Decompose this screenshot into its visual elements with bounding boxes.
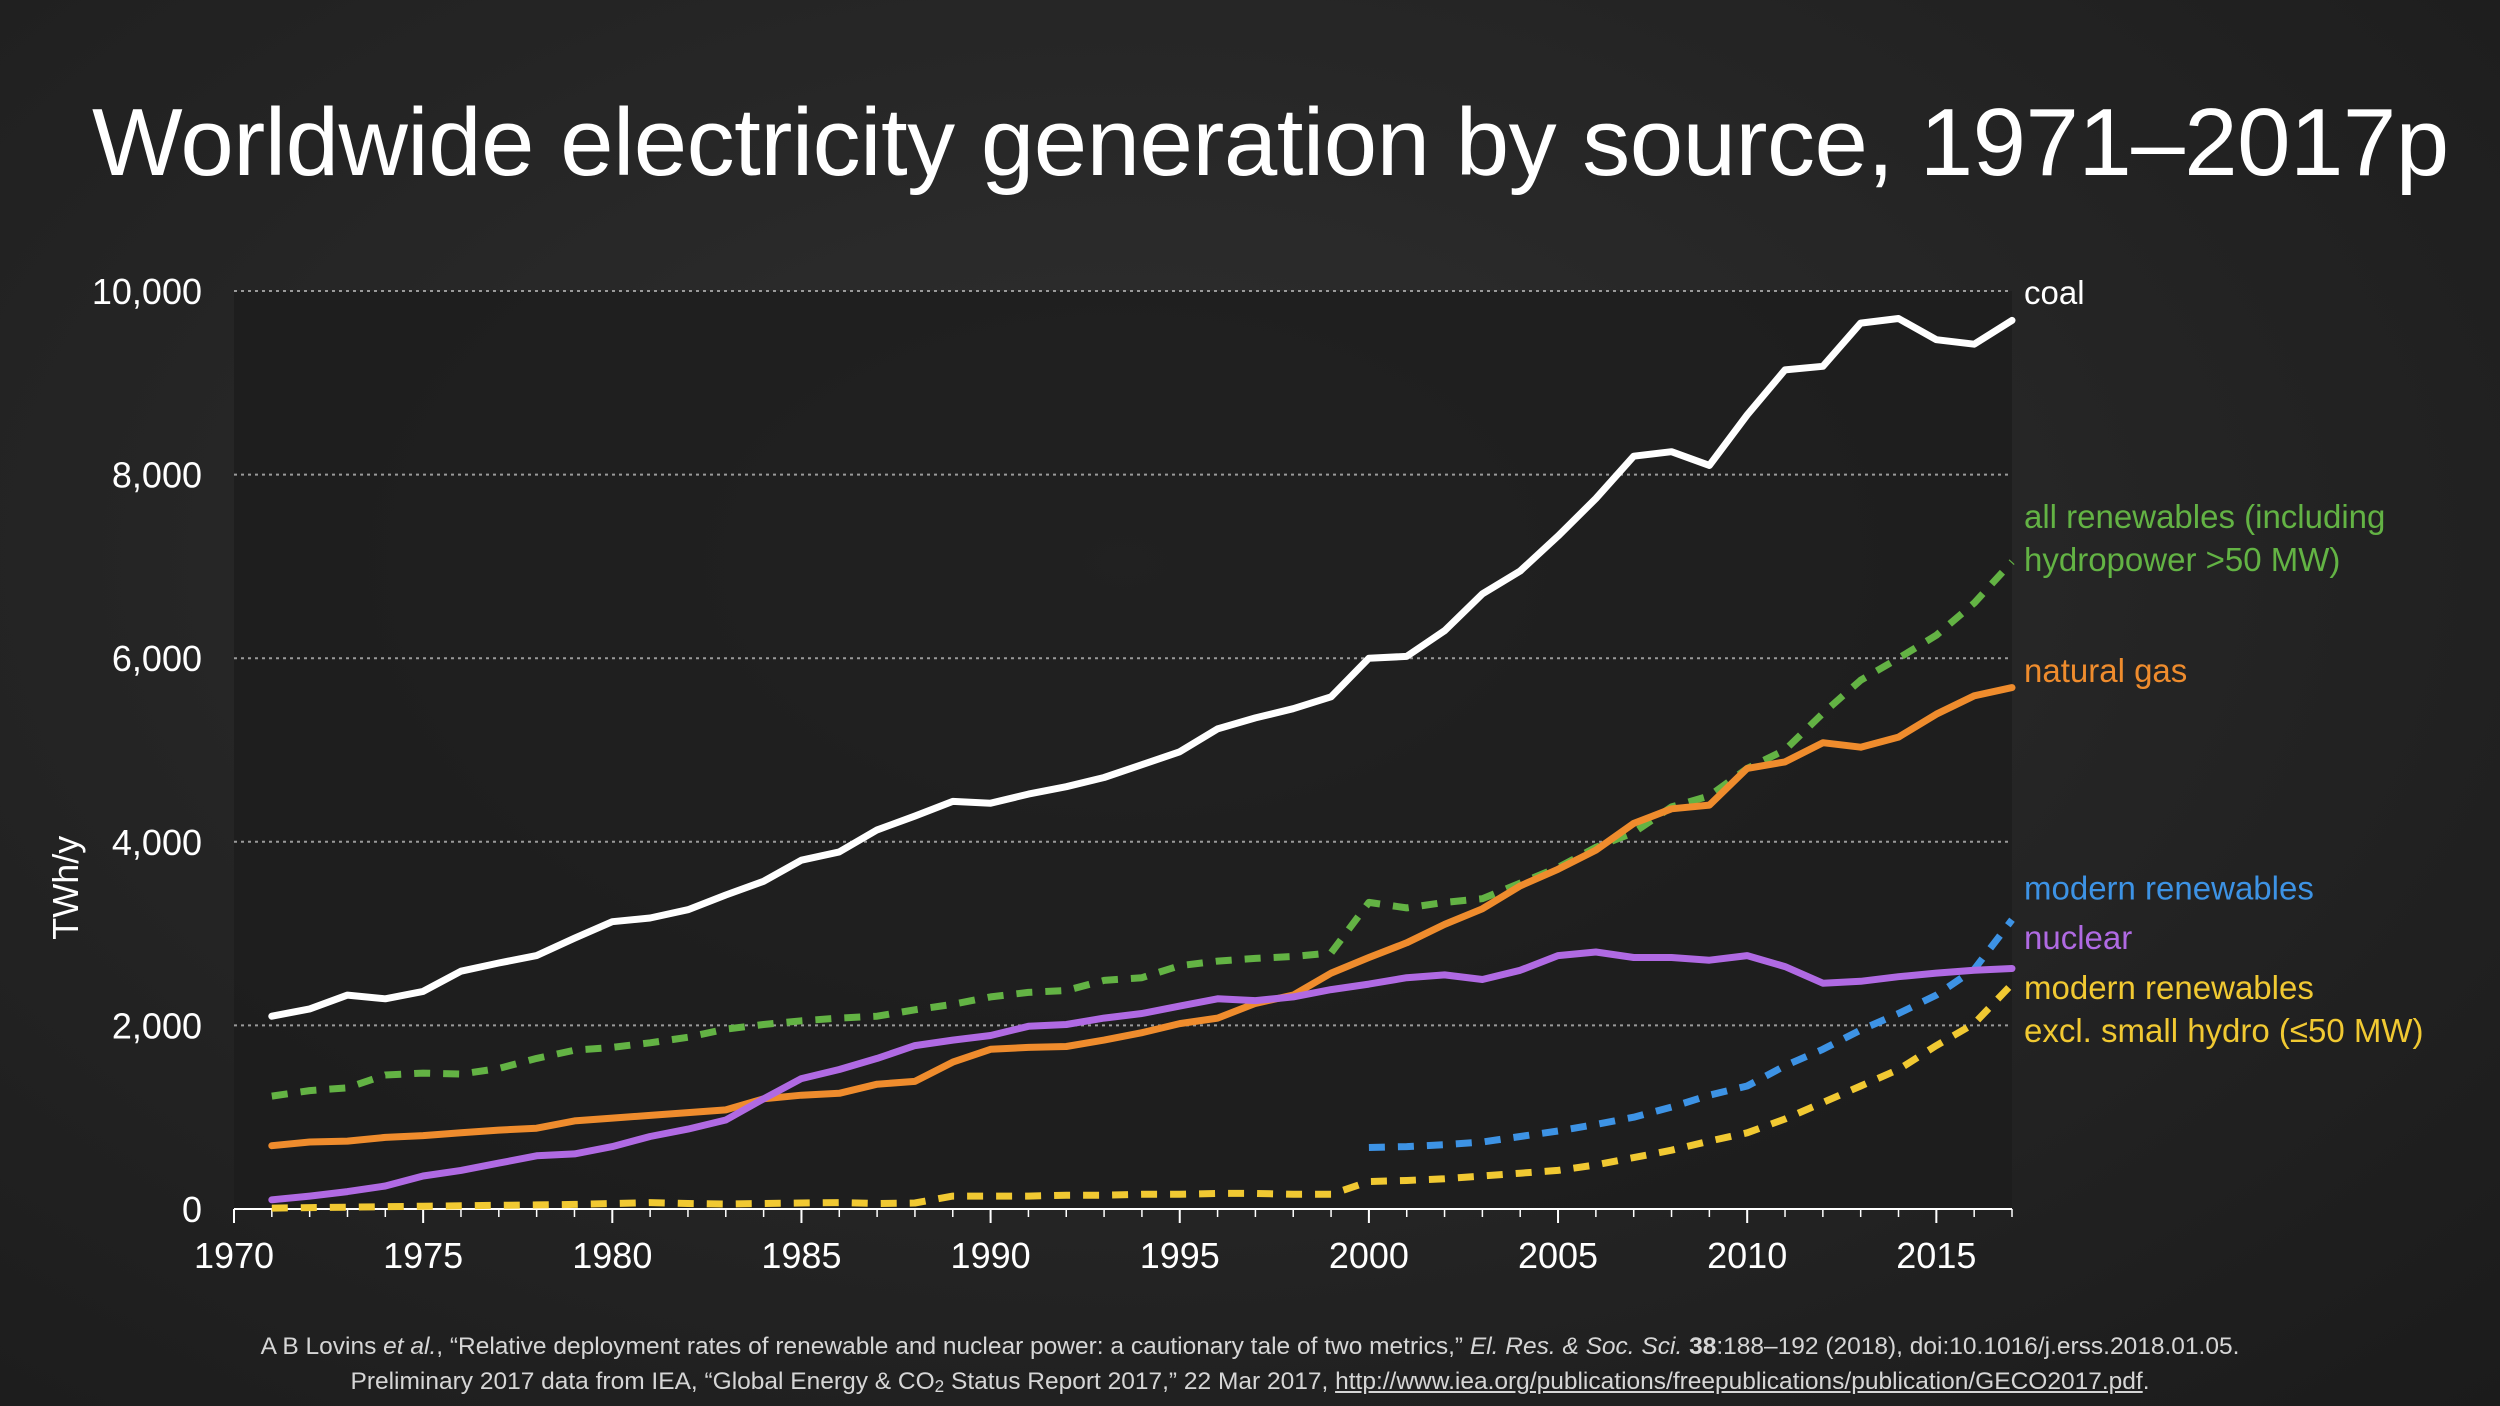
x-tick-label: 1980 — [572, 1235, 652, 1276]
series-line-natural-gas — [268, 684, 2016, 1150]
series-label-line: modern renewables — [2024, 870, 2314, 907]
y-tick-label: 10,000 — [92, 271, 202, 312]
series-label-line: all renewables (including — [2024, 498, 2385, 535]
citation-prefix: A B Lovins — [260, 1333, 384, 1360]
source-prefix: Preliminary 2017 data from IEA, “Global … — [350, 1368, 935, 1395]
y-tick-label: 0 — [182, 1189, 202, 1230]
y-tick-label: 6,000 — [112, 638, 202, 679]
series-line-modern-renewables — [1368, 917, 2015, 1151]
series-line-all-renewables — [271, 559, 2015, 1100]
series-label-modern-excl-small-hydro: modern renewables excl. small hydro (≤50 … — [2024, 969, 2424, 1049]
series-line-nuclear — [268, 948, 2016, 1204]
series-label-nuclear: nuclear — [2024, 919, 2132, 956]
citation-volume: 38 — [1689, 1333, 1717, 1360]
x-tick-label: 1975 — [383, 1235, 463, 1276]
source-link[interactable]: http://www.iea.org/publications/freepubl… — [1335, 1368, 2143, 1395]
citation-line-2: Preliminary 2017 data from IEA, “Global … — [0, 1368, 2500, 1397]
x-tick-label: 2005 — [1518, 1235, 1598, 1276]
citation-journal: El. Res. & Soc. Sci. — [1469, 1333, 1683, 1360]
y-tick-label: 4,000 — [112, 822, 202, 863]
x-tick-label: 1985 — [761, 1235, 841, 1276]
x-tick-label: 2015 — [1896, 1235, 1976, 1276]
series-label-modern-renewables: modern renewables — [2024, 870, 2314, 907]
page-title: Worldwide electricity generation by sour… — [92, 89, 2449, 196]
series-line-modern-excl-small-hydro — [271, 981, 2015, 1212]
citation-title: , “Relative deployment rates of renewabl… — [436, 1333, 1470, 1360]
x-tick-label: 2000 — [1329, 1235, 1409, 1276]
citation-pages: :188–192 (2018), doi:10.1016/j.erss.2018… — [1716, 1333, 2240, 1360]
source-subscript: 2 — [934, 1376, 945, 1396]
source-middle: Status Report 2017,” 22 Mar 2017, — [944, 1368, 1336, 1395]
series-label-line: hydropower >50 MW) — [2024, 541, 2340, 578]
citation-etal: et al. — [383, 1333, 437, 1360]
y-axis-label: TWh/y — [45, 836, 86, 940]
y-tick-label: 8,000 — [112, 455, 202, 496]
series-label-line: coal — [2024, 274, 2085, 311]
x-tick-label: 1990 — [951, 1235, 1031, 1276]
series-label-coal: coal — [2024, 274, 2085, 311]
plot-area — [234, 291, 2012, 1209]
series-line-coal — [268, 315, 2016, 1020]
source-suffix: . — [2142, 1368, 2150, 1395]
x-tick-label: 1995 — [1140, 1235, 1220, 1276]
series-label-line: modern renewables — [2024, 969, 2314, 1006]
series-label-line: nuclear — [2024, 919, 2132, 956]
y-tick-label: 2,000 — [112, 1005, 202, 1046]
series-label-all-renewables: all renewables (including hydropower >50 … — [2024, 498, 2385, 578]
x-tick-label: 1970 — [194, 1235, 274, 1276]
x-tick-label: 2010 — [1707, 1235, 1787, 1276]
series-label-line: natural gas — [2024, 652, 2187, 689]
citation-line-1: A B Lovins et al., “Relative deployment … — [0, 1333, 2500, 1361]
series-label-line: excl. small hydro (≤50 MW) — [2024, 1012, 2424, 1049]
series-label-natural-gas: natural gas — [2024, 652, 2187, 689]
